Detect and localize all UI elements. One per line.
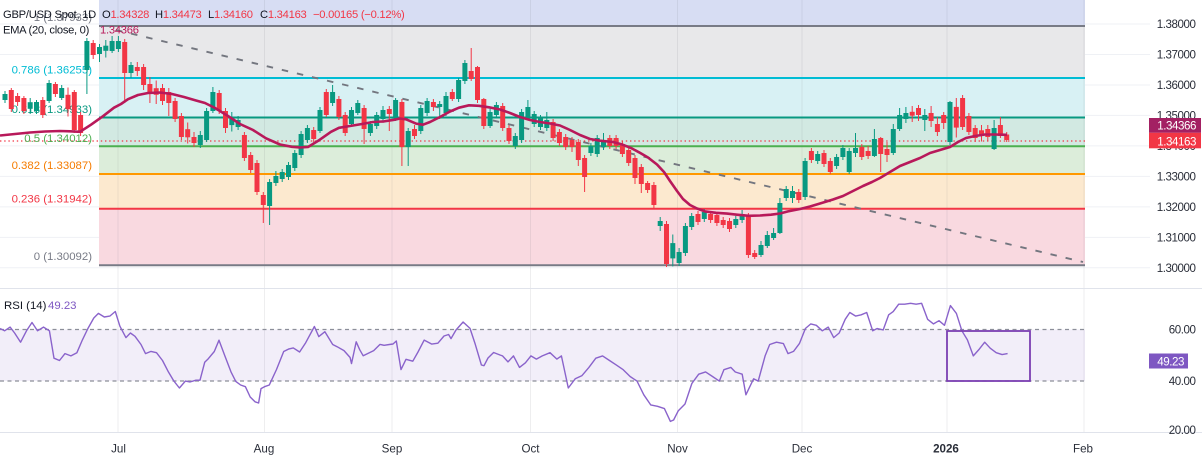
svg-text:1.37000: 1.37000 — [1157, 49, 1196, 62]
svg-text:1 (1.37933): 1 (1.37933) — [34, 12, 92, 24]
svg-text:1.31000: 1.31000 — [1157, 232, 1196, 245]
svg-text:49.23: 49.23 — [48, 300, 77, 312]
svg-text:Jul: Jul — [111, 443, 126, 456]
svg-text:1.38000: 1.38000 — [1157, 18, 1196, 31]
svg-text:60.00: 60.00 — [1169, 324, 1196, 337]
svg-text:40.00: 40.00 — [1169, 375, 1196, 388]
svg-text:GBP/USD Spot, 1D: GBP/USD Spot, 1D — [3, 9, 96, 21]
svg-text:2026: 2026 — [933, 443, 959, 456]
svg-text:1.36000: 1.36000 — [1157, 79, 1196, 92]
svg-text:RSI (14): RSI (14) — [4, 300, 47, 312]
svg-text:Feb: Feb — [1073, 443, 1093, 456]
svg-text:49.23: 49.23 — [1157, 355, 1184, 368]
svg-text:EMA (20, close, 0): EMA (20, close, 0) — [3, 25, 90, 37]
svg-text:Nov: Nov — [667, 443, 688, 456]
svg-text:1.34366: 1.34366 — [100, 25, 139, 37]
svg-text:Dec: Dec — [792, 443, 813, 456]
svg-text:1.34366: 1.34366 — [1157, 120, 1196, 133]
svg-text:1.33000: 1.33000 — [1157, 171, 1196, 184]
svg-text:Oct: Oct — [521, 443, 540, 456]
svg-text:Aug: Aug — [254, 443, 275, 456]
svg-text:Sep: Sep — [382, 443, 403, 456]
svg-text:1.30000: 1.30000 — [1157, 262, 1196, 275]
svg-text:1.32000: 1.32000 — [1157, 201, 1196, 214]
svg-text:20.00: 20.00 — [1169, 424, 1196, 437]
svg-text:1.34163: 1.34163 — [1157, 135, 1196, 148]
svg-text:0.236 (1.31942): 0.236 (1.31942) — [12, 194, 93, 206]
svg-text:0 (1.30092): 0 (1.30092) — [34, 251, 92, 263]
svg-text:0.786 (1.36255): 0.786 (1.36255) — [12, 65, 93, 77]
svg-text:0.382 (1.33087): 0.382 (1.33087) — [12, 160, 93, 172]
svg-text:0.5 (1.34012): 0.5 (1.34012) — [24, 133, 92, 145]
